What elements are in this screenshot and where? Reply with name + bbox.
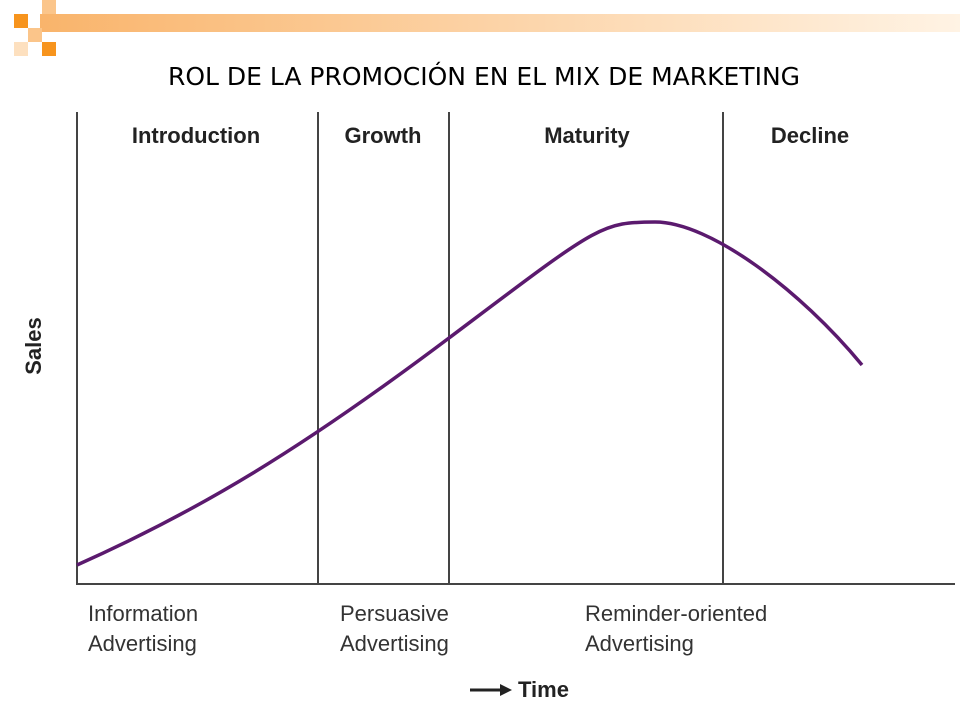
advertising-label: Information: [88, 601, 198, 626]
advertising-label: Advertising: [88, 631, 197, 656]
stage-label: Growth: [345, 123, 422, 148]
advertising-label: Reminder-oriented: [585, 601, 767, 626]
advertising-label: Advertising: [340, 631, 449, 656]
stage-label: Introduction: [132, 123, 260, 148]
sales-curve: [76, 220, 864, 567]
x-axis-label: Time: [518, 677, 569, 702]
advertising-label: Advertising: [585, 631, 694, 656]
diagram: Introduction Growth Maturity Decline Sal…: [21, 112, 955, 702]
y-axis-label: Sales: [21, 317, 46, 375]
advertising-label: Persuasive: [340, 601, 449, 626]
decoration: [14, 0, 960, 56]
time-arrow: [470, 684, 512, 696]
slide-title: ROL DE LA PROMOCIÓN EN EL MIX DE MARKETI…: [168, 61, 800, 91]
stage-label: Decline: [771, 123, 849, 148]
stage-label: Maturity: [544, 123, 630, 148]
